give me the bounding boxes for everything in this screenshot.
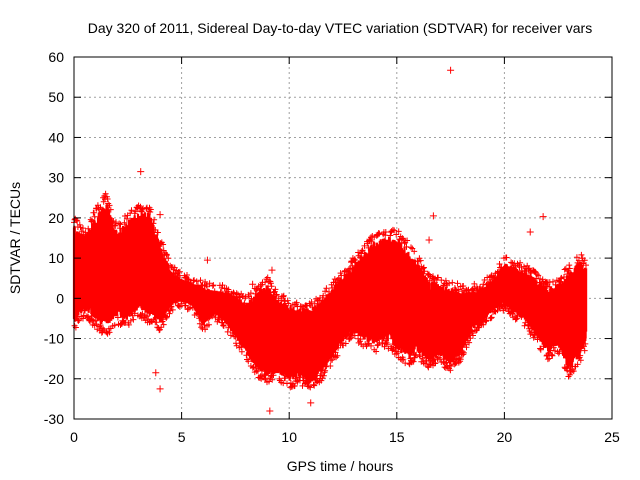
data-point xyxy=(526,228,534,236)
data-point xyxy=(447,66,455,74)
y-tick-label: -10 xyxy=(44,331,64,347)
chart-title: Day 320 of 2011, Sidereal Day-to-day VTE… xyxy=(88,20,592,36)
data-cloud xyxy=(72,204,588,383)
y-axis-label: SDTVAR / TECUs xyxy=(7,182,23,294)
x-tick-label: 15 xyxy=(389,429,405,445)
data-point xyxy=(152,369,160,377)
data-point xyxy=(137,168,145,176)
x-tick-label: 5 xyxy=(178,429,186,445)
data-point xyxy=(429,212,437,220)
y-tick-label: 20 xyxy=(48,210,64,226)
x-axis-label: GPS time / hours xyxy=(287,458,394,474)
y-tick-label: 10 xyxy=(48,250,64,266)
x-tick-label: 10 xyxy=(281,429,297,445)
y-tick-label: 0 xyxy=(56,290,64,306)
data-series xyxy=(71,66,589,415)
y-tick-label: 40 xyxy=(48,129,64,145)
y-tick-label: 30 xyxy=(48,170,64,186)
x-tick-label: 20 xyxy=(497,429,513,445)
y-tick-label: -30 xyxy=(44,411,64,427)
data-point xyxy=(539,213,547,221)
data-point xyxy=(249,280,257,288)
data-point xyxy=(425,236,433,244)
data-point xyxy=(268,266,276,274)
data-point xyxy=(156,385,164,393)
plot-frame xyxy=(73,56,613,420)
data-band xyxy=(72,204,588,383)
y-tick-label: -20 xyxy=(44,371,64,387)
data-point xyxy=(203,256,211,264)
y-axis: -30 -20 -10 0 10 20 30 40 50 60 xyxy=(44,49,612,427)
y-tick-label: 50 xyxy=(48,89,64,105)
data-point xyxy=(266,407,274,415)
x-axis: 0 5 10 15 20 25 xyxy=(70,57,620,445)
y-tick-label: 60 xyxy=(48,49,64,65)
x-tick-label: 25 xyxy=(604,429,620,445)
data-point xyxy=(156,211,164,219)
data-point xyxy=(307,399,315,407)
x-tick-label: 0 xyxy=(70,429,78,445)
